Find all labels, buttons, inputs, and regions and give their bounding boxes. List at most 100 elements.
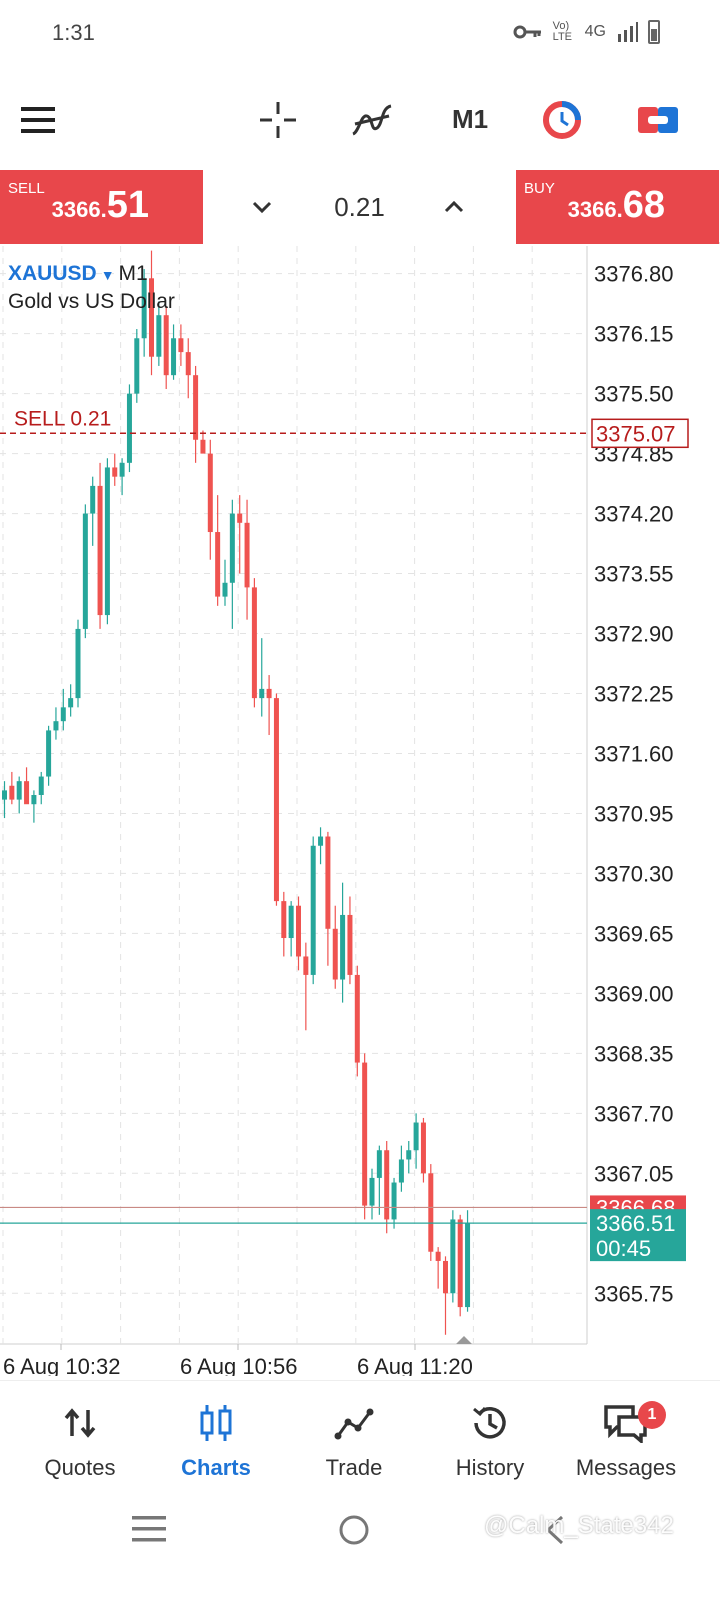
candle-body: [288, 905, 294, 939]
one-click-trade-panel: SELL 3366.51 0.21 BUY 3366.68: [0, 170, 720, 244]
candle-body: [273, 698, 279, 902]
messages-badge: 1: [638, 1401, 666, 1429]
chevron-up-icon[interactable]: [439, 192, 469, 222]
nav-trade[interactable]: Trade: [282, 1395, 426, 1481]
candle-body: [207, 453, 213, 533]
y-tick-label: 3371.60: [594, 741, 674, 766]
candle-body: [178, 338, 184, 353]
status-bar: 1:31 Vo) LTE 4G: [0, 0, 720, 66]
candle-body: [450, 1219, 456, 1294]
candle-body: [413, 1122, 419, 1151]
one-click-trading-icon[interactable]: [636, 98, 680, 142]
candle-body: [141, 278, 147, 339]
candle-timer: 00:45: [596, 1236, 651, 1261]
nav-charts-label: Charts: [181, 1455, 251, 1480]
candle-body: [222, 582, 228, 597]
candle-body: [134, 338, 140, 394]
status-icons: Vo) LTE 4G: [513, 20, 660, 44]
bottom-nav: Quotes Charts Trade History 1 Messages: [0, 1380, 720, 1500]
recent-apps-icon[interactable]: [132, 1516, 166, 1542]
y-tick-label: 3376.80: [594, 262, 674, 287]
candle-body: [112, 467, 118, 477]
candle-body: [156, 315, 162, 357]
candle-body: [391, 1182, 397, 1220]
candle-body: [457, 1219, 463, 1308]
network-label: Vo) LTE: [552, 20, 573, 43]
history-icon: [418, 1395, 562, 1451]
candlestick-chart[interactable]: 3376.803376.153375.503374.853374.203373.…: [0, 246, 720, 1376]
nav-quotes[interactable]: Quotes: [8, 1395, 152, 1481]
y-tick-label: 3365.75: [594, 1281, 674, 1306]
price-chart[interactable]: 3376.80 3376.15 3375.50 3374.85 3374.20 3373.…: [0, 246, 720, 1376]
messages-icon: [554, 1395, 698, 1451]
candle-body: [428, 1173, 434, 1252]
crosshair-icon[interactable]: [256, 98, 300, 142]
volume-control: 0.21: [203, 170, 516, 244]
x-tick-label: 6 Aug 10:32: [3, 1354, 120, 1376]
status-time: 1:31: [52, 20, 95, 45]
home-icon[interactable]: [338, 1514, 370, 1546]
candle-body: [82, 513, 88, 629]
candle-body: [251, 587, 257, 699]
candle-body: [259, 688, 265, 699]
y-tick-label: 3368.35: [594, 1041, 674, 1066]
candle-body: [24, 781, 30, 805]
candle-body: [97, 485, 103, 616]
candle-body: [443, 1260, 448, 1294]
menu-icon[interactable]: [16, 98, 60, 142]
y-tick-label: 3375.50: [594, 382, 674, 407]
candle-body: [215, 532, 221, 597]
indicators-icon[interactable]: [350, 98, 394, 142]
candle-body: [90, 485, 96, 514]
symbol-dropdown-icon[interactable]: ▼: [100, 267, 115, 283]
buy-price: 3366.68: [568, 184, 665, 227]
back-icon[interactable]: [540, 1514, 570, 1546]
candle-body: [398, 1159, 404, 1183]
nav-history-label: History: [455, 1455, 525, 1480]
nav-trade-label: Trade: [325, 1455, 383, 1480]
symbol-timeframe: M1: [118, 262, 148, 285]
candle-body: [53, 721, 59, 731]
candle-body: [303, 956, 309, 975]
nav-messages-label: Messages: [575, 1455, 677, 1480]
sell-position-price: 3375.07: [596, 421, 676, 446]
candle-body: [119, 462, 125, 477]
candle-body: [9, 785, 15, 800]
watermark: @Calm_State342: [484, 1512, 674, 1539]
candle-body: [163, 315, 169, 376]
sell-position-price-box: [591, 418, 689, 449]
chevron-down-icon[interactable]: [247, 192, 277, 222]
nav-charts[interactable]: Charts: [144, 1395, 288, 1481]
chart-timer-icon[interactable]: [540, 98, 584, 142]
candle-body: [281, 901, 287, 939]
chart-symbol: XAUUSD ▼ M1: [8, 262, 148, 286]
x-tick-label: 6 Aug 11:20: [357, 1354, 473, 1376]
nav-quotes-label: Quotes: [44, 1455, 116, 1480]
candle-body: [149, 278, 154, 357]
symbol-name[interactable]: XAUUSD: [8, 262, 97, 285]
sell-label: SELL: [8, 180, 45, 197]
battery-icon: [648, 20, 660, 44]
sell-button[interactable]: SELL 3366.51: [0, 170, 203, 244]
y-tick-label: 3373.55: [594, 562, 674, 587]
timeframe-button[interactable]: M1: [452, 104, 489, 134]
system-nav-bar: [0, 1500, 720, 1600]
y-tick-label: 3370.30: [594, 861, 674, 886]
candle-body: [126, 393, 132, 463]
volume-value[interactable]: 0.21: [334, 192, 385, 222]
bid-price-box: [590, 1209, 686, 1262]
candle-body: [171, 338, 177, 376]
candle-body: [68, 698, 74, 708]
charts-icon: [144, 1395, 288, 1451]
candle-body: [369, 1177, 375, 1206]
candle-body: [384, 1150, 390, 1220]
candle-body: [310, 845, 316, 975]
buy-button[interactable]: BUY 3366.68: [516, 170, 719, 244]
candle-body: [347, 914, 353, 975]
candle-body: [296, 905, 301, 957]
candle-body: [60, 707, 66, 722]
candle-body: [362, 1062, 368, 1206]
nav-messages[interactable]: 1 Messages: [554, 1395, 698, 1481]
nav-history[interactable]: History: [418, 1395, 562, 1481]
candle-body: [38, 776, 44, 795]
